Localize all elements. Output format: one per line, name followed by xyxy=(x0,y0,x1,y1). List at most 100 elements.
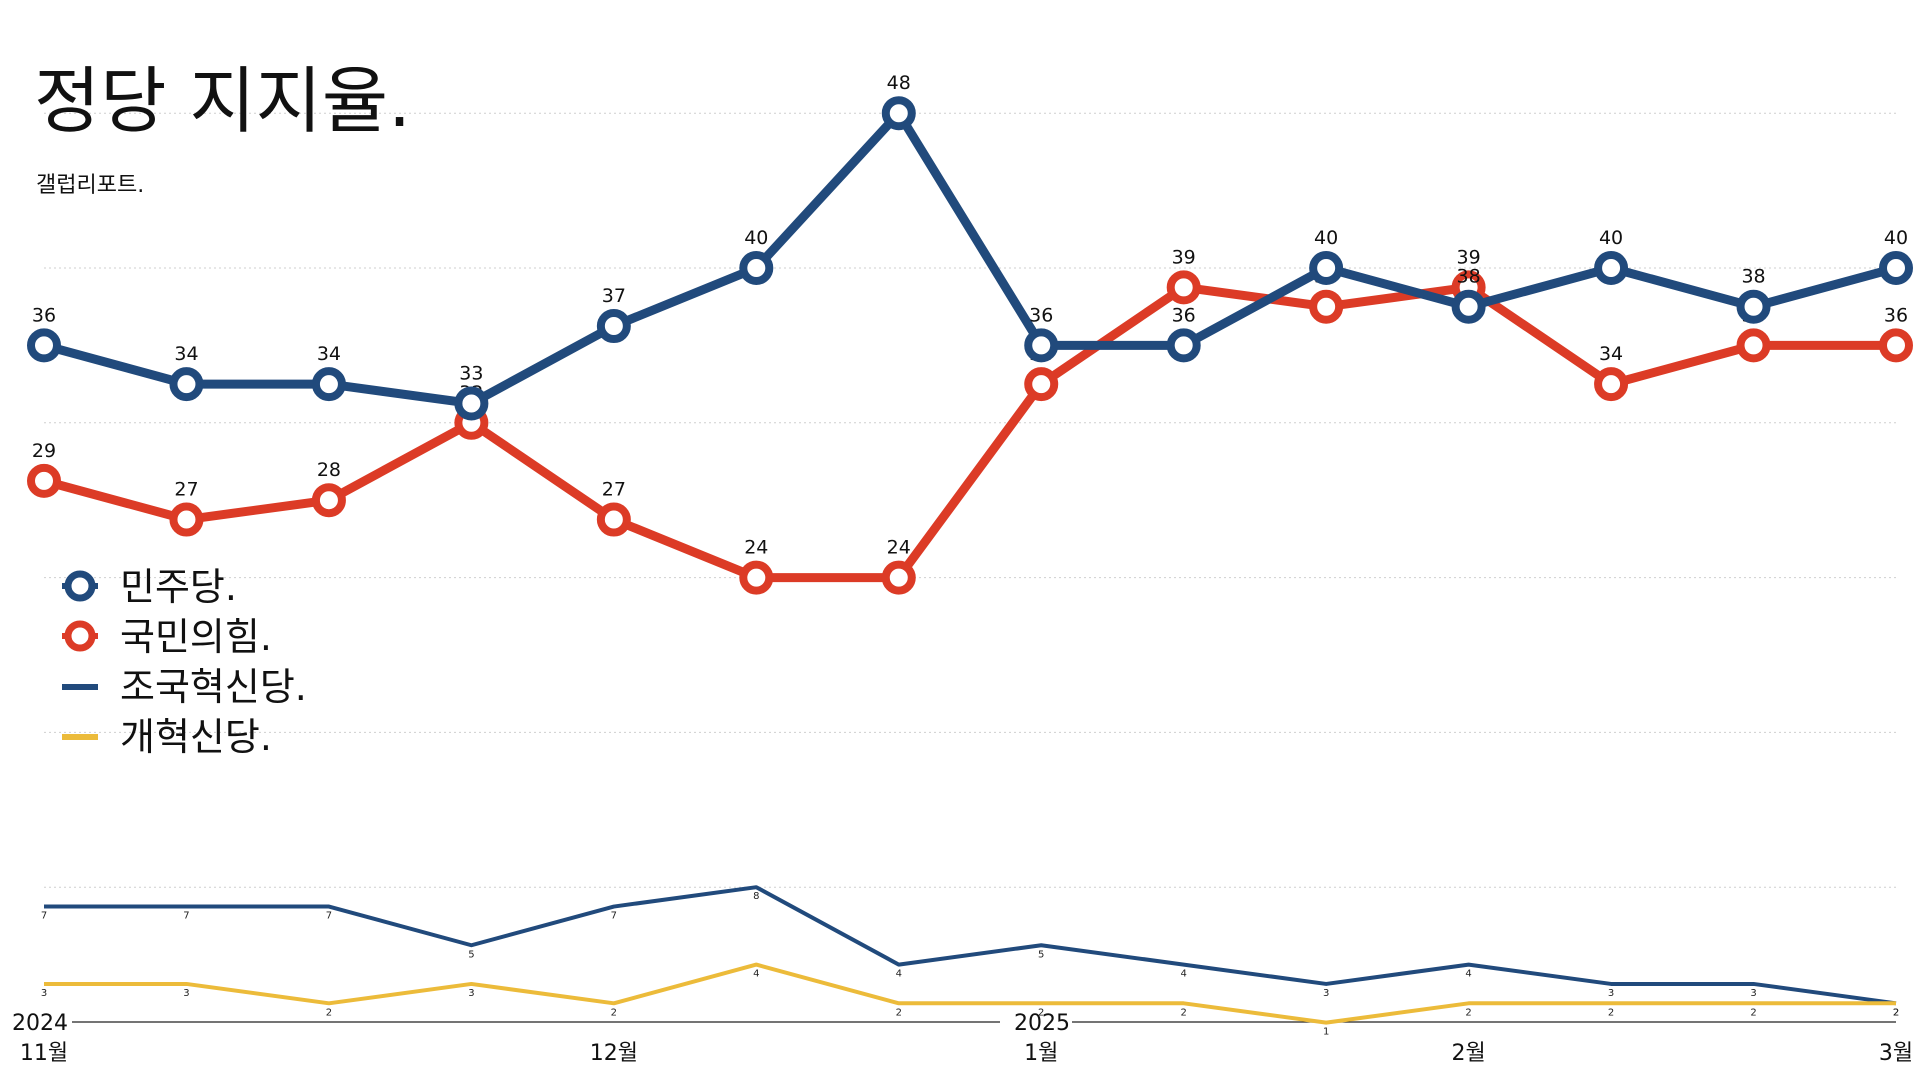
data-point-s1-7 xyxy=(1024,367,1059,402)
data-point-s1-0 xyxy=(27,463,61,498)
series-0: 36 34 34 33 37 40 48 36 36 40 38 40 38 40 xyxy=(27,72,1913,421)
data-label-s2-2: 7 xyxy=(326,911,332,922)
data-label-s1-11: 34 xyxy=(1599,343,1623,365)
data-label-s2-13: 2 xyxy=(1893,1007,1899,1018)
data-point-s1-2 xyxy=(311,483,346,518)
data-label-s3-7: 2 xyxy=(1038,1007,1044,1018)
data-label-s3-8: 2 xyxy=(1181,1007,1187,1018)
data-point-s1-4 xyxy=(596,502,631,537)
legend-label-ppp: 국민의힘. xyxy=(120,615,272,659)
minor-series: 7 7 7 5 7 8 4 5 4 3 4 3 3 23 3 2 3 2 4 2 2 2 1 2 2 2 2 xyxy=(41,885,1899,1038)
data-label-s0-2: 34 xyxy=(317,343,341,365)
data-point-s0-3 xyxy=(454,386,489,421)
data-label-s2-5: 8 xyxy=(753,891,759,902)
data-label-s3-12: 2 xyxy=(1750,1007,1756,1018)
data-point-s0-1 xyxy=(169,367,204,402)
data-label-s1-5: 24 xyxy=(744,537,768,559)
data-label-s0-9: 40 xyxy=(1314,227,1338,249)
series-1: 2927283227242434393839343636 xyxy=(27,246,1913,595)
data-point-s1-8 xyxy=(1166,270,1201,305)
data-label-s0-12: 38 xyxy=(1741,266,1765,288)
series-line-1 xyxy=(42,282,1896,583)
major-series: 2927283227242434393839343636363434333740… xyxy=(27,72,1913,595)
data-label-s2-6: 4 xyxy=(896,969,902,980)
data-label-s0-13: 40 xyxy=(1884,227,1908,249)
data-label-s2-12: 3 xyxy=(1750,988,1756,999)
chart-title: 정당 지지율. xyxy=(34,59,411,143)
data-point-s1-13 xyxy=(1879,328,1913,363)
data-point-s1-9 xyxy=(1309,289,1344,324)
data-label-s3-3: 3 xyxy=(468,988,474,999)
series-line-2 xyxy=(44,885,1897,1006)
data-label-s3-5: 4 xyxy=(753,969,759,980)
data-point-s0-4 xyxy=(596,309,631,344)
x-tick-label-3: 2월 xyxy=(1451,1041,1485,1066)
data-label-s2-11: 3 xyxy=(1608,988,1614,999)
data-label-s1-6: 24 xyxy=(887,537,911,559)
data-label-s3-6: 2 xyxy=(896,1007,902,1018)
data-label-s1-4: 27 xyxy=(602,479,626,501)
series-line-3 xyxy=(44,962,1896,1025)
data-point-s0-13 xyxy=(1879,251,1913,285)
data-label-s0-1: 34 xyxy=(174,343,198,365)
data-label-s2-10: 4 xyxy=(1465,969,1471,980)
data-label-s2-0: 7 xyxy=(41,911,47,922)
data-point-s0-6 xyxy=(881,96,916,131)
legend-marker-minjoo xyxy=(64,570,96,602)
data-point-s0-11 xyxy=(1594,251,1629,285)
x-tick-label-0: 11월 xyxy=(20,1041,68,1066)
data-label-s3-4: 2 xyxy=(611,1007,617,1018)
data-point-s0-7 xyxy=(1024,328,1059,363)
data-label-s0-11: 40 xyxy=(1599,227,1623,249)
data-label-s0-10: 38 xyxy=(1457,266,1481,288)
data-point-s1-6 xyxy=(881,560,916,595)
data-point-s1-11 xyxy=(1594,367,1629,402)
data-label-s2-4: 7 xyxy=(611,911,617,922)
data-label-s3-0: 3 xyxy=(41,988,47,999)
data-label-s3-9: 1 xyxy=(1323,1027,1329,1038)
data-label-s1-8: 39 xyxy=(1172,246,1196,268)
series-line-0 xyxy=(42,108,1898,408)
data-point-s1-1 xyxy=(169,502,204,537)
data-label-s1-13: 36 xyxy=(1884,304,1908,326)
legend: 민주당. 국민의힘. 조국혁신당. 개혁신당. xyxy=(62,565,307,759)
data-point-s0-12 xyxy=(1736,289,1771,324)
data-label-s0-0: 36 xyxy=(32,304,56,326)
data-label-s3-2: 2 xyxy=(326,1007,332,1018)
legend-item-rebuilding: 조국혁신당. xyxy=(62,665,307,709)
series-2: 7 7 7 5 7 8 4 5 4 3 4 3 3 2 xyxy=(41,885,1899,1018)
chart-subtitle: 갤럽리포트. xyxy=(36,173,144,198)
data-label-s1-2: 28 xyxy=(317,459,341,481)
data-label-s0-4: 37 xyxy=(602,285,626,307)
data-point-s0-9 xyxy=(1309,251,1344,285)
data-label-s0-3: 33 xyxy=(459,362,483,384)
data-label-s3-13: 2 xyxy=(1893,1007,1899,1018)
x-tick-label-2: 1월 xyxy=(1024,1041,1058,1066)
data-label-s3-1: 3 xyxy=(183,988,189,999)
data-point-s0-10 xyxy=(1451,289,1486,324)
x-tick-label-1: 12월 xyxy=(590,1041,638,1066)
data-label-s2-1: 7 xyxy=(183,911,189,922)
legend-item-ppp: 국민의힘. xyxy=(62,615,272,659)
legend-marker-ppp xyxy=(64,620,96,652)
x-tick-label-4: 3월 xyxy=(1879,1041,1913,1066)
data-label-s1-0: 29 xyxy=(32,440,56,462)
data-point-s0-5 xyxy=(739,251,774,285)
data-label-s0-8: 36 xyxy=(1172,304,1196,326)
legend-label-rebuilding: 조국혁신당. xyxy=(120,665,307,709)
legend-label-reform: 개혁신당. xyxy=(120,715,272,759)
data-label-s1-10: 39 xyxy=(1457,246,1481,268)
data-label-s2-8: 4 xyxy=(1181,969,1187,980)
grid-lines xyxy=(44,112,1896,888)
series-3: 3 3 2 3 2 4 2 2 2 1 2 2 2 2 xyxy=(41,962,1899,1038)
data-label-s2-3: 5 xyxy=(468,949,474,960)
data-label-s3-11: 2 xyxy=(1608,1007,1614,1018)
data-point-s1-12 xyxy=(1736,328,1771,363)
legend-item-minjoo: 민주당. xyxy=(62,565,237,609)
legend-item-reform: 개혁신당. xyxy=(62,715,272,759)
year-label-2024: 2024 xyxy=(12,1011,68,1036)
data-label-s0-6: 48 xyxy=(887,72,911,94)
legend-label-minjoo: 민주당. xyxy=(120,565,237,609)
data-label-s0-7: 36 xyxy=(1029,304,1053,326)
